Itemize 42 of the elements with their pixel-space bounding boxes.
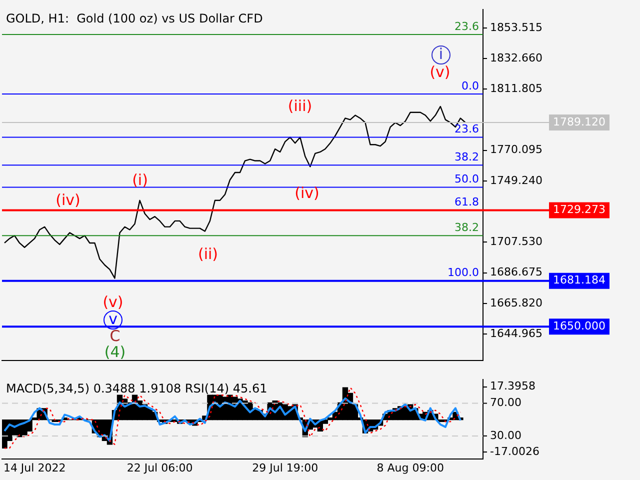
annotation: 100.0	[448, 266, 479, 280]
annotation: 23.6	[454, 122, 479, 136]
annotation: 38.2	[454, 221, 479, 234]
ref-line-label: 1789.120	[553, 115, 606, 128]
annotation: 61.8	[454, 196, 479, 209]
ref-line-label: 1729.273	[553, 203, 606, 216]
y2-tick-label: 70.00	[490, 396, 522, 410]
annotation: (4)	[104, 342, 126, 361]
annotation: C	[110, 326, 120, 345]
y-tick-label: 1832.660	[490, 51, 542, 64]
y-tick-label: 1853.515	[490, 20, 542, 34]
y-tick-label: 1686.675	[490, 266, 542, 279]
y-tick-label: 1811.805	[490, 82, 542, 96]
annotation: (v)	[430, 62, 450, 81]
annotation: (iv)	[56, 190, 80, 209]
ref-line-label: 1650.000	[553, 320, 606, 332]
annotation: 23.6	[454, 20, 479, 33]
y-tick-label: -17.0026	[490, 444, 540, 458]
annotation: (iv)	[294, 184, 320, 202]
annotation: v	[108, 310, 118, 328]
y-tick-label: 1707.530	[490, 235, 542, 248]
chart-title: MACD(5,34,5) 0.3488 1.9108 RSI(14) 45.61	[6, 382, 268, 396]
y-tick-label: 1665.820	[490, 296, 542, 310]
y-tick-label: 17.3958	[490, 380, 536, 393]
x-tick-label: 8 Aug 09:00	[376, 461, 444, 474]
x-tick-label: 22 Jul 06:00	[126, 461, 193, 474]
ref-line-label: 1681.184	[553, 274, 606, 287]
x-tick-label: 29 Jul 19:00	[252, 461, 318, 474]
chart-title: GOLD, H1: Gold (100 oz) vs US Dollar CFD	[6, 12, 263, 26]
annotation: i	[438, 44, 444, 63]
annotation: 50.0	[454, 172, 479, 186]
annotation: 0.0	[462, 79, 479, 92]
annotation: (v)	[102, 292, 124, 311]
y-tick-label: 1770.095	[490, 143, 542, 156]
y2-tick-label: 30.00	[490, 428, 522, 442]
annotation: 38.2	[454, 150, 479, 164]
annotation: (iii)	[288, 96, 312, 115]
y-tick-label: 1749.240	[490, 174, 542, 187]
y-tick-label: 1644.965	[490, 326, 542, 340]
annotation: (i)	[132, 170, 148, 189]
x-tick-label: 14 Jul 2022	[3, 461, 66, 474]
annotation: (ii)	[198, 244, 218, 263]
